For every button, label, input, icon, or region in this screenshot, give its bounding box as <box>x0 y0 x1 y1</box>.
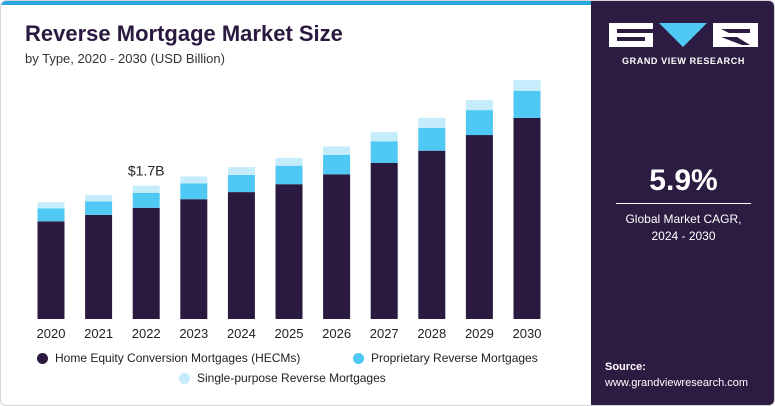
x-tick-label: 2024 <box>227 326 256 341</box>
cagr-divider <box>616 203 751 204</box>
bar-2020-series-0 <box>37 221 65 319</box>
bar-2027-series-2 <box>370 132 398 142</box>
x-tick-label: 2022 <box>132 326 161 341</box>
legend-swatch-proprietary <box>353 352 364 364</box>
source-link[interactable]: www.grandviewresearch.com <box>605 377 749 389</box>
bar-chart: 2020 2021 2022 2023 2024 2025 2026 2027 2028 2029… <box>37 80 542 341</box>
x-tick-label: 2023 <box>179 326 208 341</box>
bar-2025-series-0 <box>275 184 303 319</box>
bar-2020-series-2 <box>37 202 65 209</box>
bar-2024-series-2 <box>227 167 255 175</box>
bar-2029-series-2 <box>465 100 493 111</box>
cagr-label: Global Market CAGR, 2024 - 2030 <box>591 211 774 245</box>
cagr-label-line2: 2024 - 2030 <box>651 229 716 243</box>
brand-name: GRAND VIEW RESEARCH <box>622 56 745 66</box>
x-tick-label: 2025 <box>275 326 304 341</box>
bar-2021-series-0 <box>85 214 113 319</box>
bar-2025-series-1 <box>275 165 303 185</box>
bar-2029-series-0 <box>465 135 493 319</box>
bar-2021-series-1 <box>85 201 113 215</box>
legend-label-hecm: Home Equity Conversion Mortgages (HECMs) <box>55 351 301 365</box>
bar-2022-series-1 <box>132 192 160 208</box>
legend-item-single-purpose: Single-purpose Reverse Mortgages <box>179 371 386 385</box>
legend-label-single-purpose: Single-purpose Reverse Mortgages <box>197 371 386 385</box>
x-tick-label: 2027 <box>370 326 399 341</box>
legend-item-proprietary: Proprietary Reverse Mortgages <box>353 351 538 365</box>
bar-2024-series-1 <box>227 175 255 193</box>
bar-2022-series-0 <box>132 207 160 319</box>
bar-2030-series-2 <box>513 80 541 91</box>
bar-2026-series-2 <box>323 146 351 155</box>
bar-2028-series-0 <box>418 150 446 319</box>
bar-2027-series-1 <box>370 141 398 163</box>
bar-2030-series-0 <box>513 117 541 320</box>
bar-2025-series-2 <box>275 157 303 166</box>
bar-2021-series-2 <box>85 194 113 202</box>
bar-2026-series-0 <box>323 174 351 319</box>
x-tick-label: 2030 <box>513 326 542 341</box>
legend-label-proprietary: Proprietary Reverse Mortgages <box>371 351 538 365</box>
cagr-label-line1: Global Market CAGR, <box>625 212 742 226</box>
x-tick-label: 2020 <box>37 326 66 341</box>
bar-2029-series-1 <box>465 110 493 136</box>
x-tick-label: 2026 <box>322 326 351 341</box>
bar-2028-series-1 <box>418 127 446 151</box>
legend-item-hecm: Home Equity Conversion Mortgages (HECMs) <box>37 351 300 365</box>
bar-2023-series-1 <box>180 183 208 200</box>
sidebar-panel: GRAND VIEW RESEARCH 5.9% Global Market C… <box>591 1 774 405</box>
source-title: Source: <box>605 361 646 373</box>
bar-2028-series-2 <box>418 117 446 128</box>
data-label-2022: $1.7B <box>128 163 165 179</box>
chart-title: Reverse Mortgage Market Size <box>25 21 343 46</box>
bar-2026-series-1 <box>323 155 351 175</box>
bar-2027-series-0 <box>370 162 398 319</box>
bar-2020-series-1 <box>37 208 65 222</box>
x-tick-label: 2021 <box>84 326 113 341</box>
chart-subtitle: by Type, 2020 - 2030 (USD Billion) <box>25 51 225 66</box>
bar-2030-series-1 <box>513 90 541 118</box>
x-tick-label: 2028 <box>417 326 446 341</box>
x-tick-label: 2029 <box>465 326 494 341</box>
grand-view-research-logo <box>609 23 758 47</box>
legend-swatch-single-purpose <box>179 372 190 384</box>
bar-2023-series-0 <box>180 199 208 319</box>
bar-2022-series-2 <box>132 185 160 193</box>
bar-2024-series-0 <box>227 192 255 319</box>
legend-swatch-hecm <box>37 352 48 364</box>
accent-line <box>1 1 591 5</box>
cagr-value: 5.9% <box>649 164 718 197</box>
bar-2023-series-2 <box>180 176 208 184</box>
